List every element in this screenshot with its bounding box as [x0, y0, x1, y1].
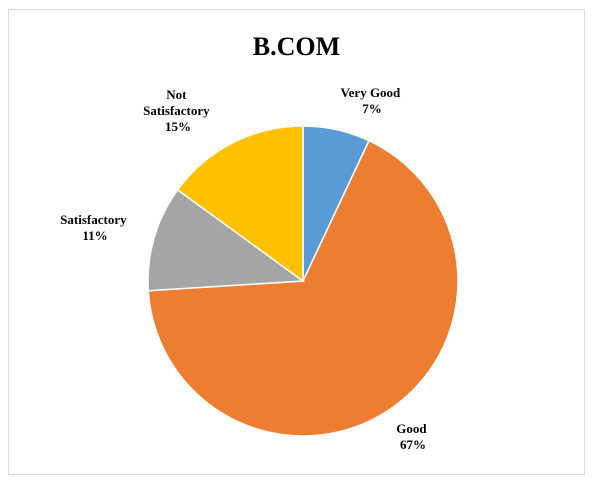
pie-slice-good	[147, 139, 459, 437]
slice-label-not-satisfactory-name-line1: Not	[166, 87, 187, 102]
slice-label-good: Good 67%	[396, 421, 430, 452]
slice-labels: Very Good 7% Good 67% Satisfactory 11% N…	[60, 85, 430, 452]
slice-label-satisfactory-percent: 11%	[82, 228, 107, 243]
pie-slice-satisfactory	[147, 188, 306, 292]
pie-slices	[147, 125, 459, 437]
slice-label-not-satisfactory: Not Satisfactory 15%	[143, 87, 213, 134]
slice-label-very-good-name: Very Good	[340, 85, 401, 100]
slice-label-very-good: Very Good 7%	[340, 85, 403, 116]
pie-slice-not-satisfactory	[176, 125, 304, 283]
slice-label-good-name: Good	[396, 421, 427, 436]
slice-label-not-satisfactory-percent: 15%	[165, 119, 191, 134]
chart-title: B.COM	[252, 32, 341, 61]
slice-label-not-satisfactory-name-line2: Satisfactory	[143, 103, 210, 118]
slice-label-satisfactory: Satisfactory 11%	[60, 212, 130, 243]
slice-label-satisfactory-name: Satisfactory	[60, 212, 127, 227]
slice-label-very-good-percent: 7%	[362, 101, 382, 116]
slice-label-good-percent: 67%	[400, 437, 426, 452]
